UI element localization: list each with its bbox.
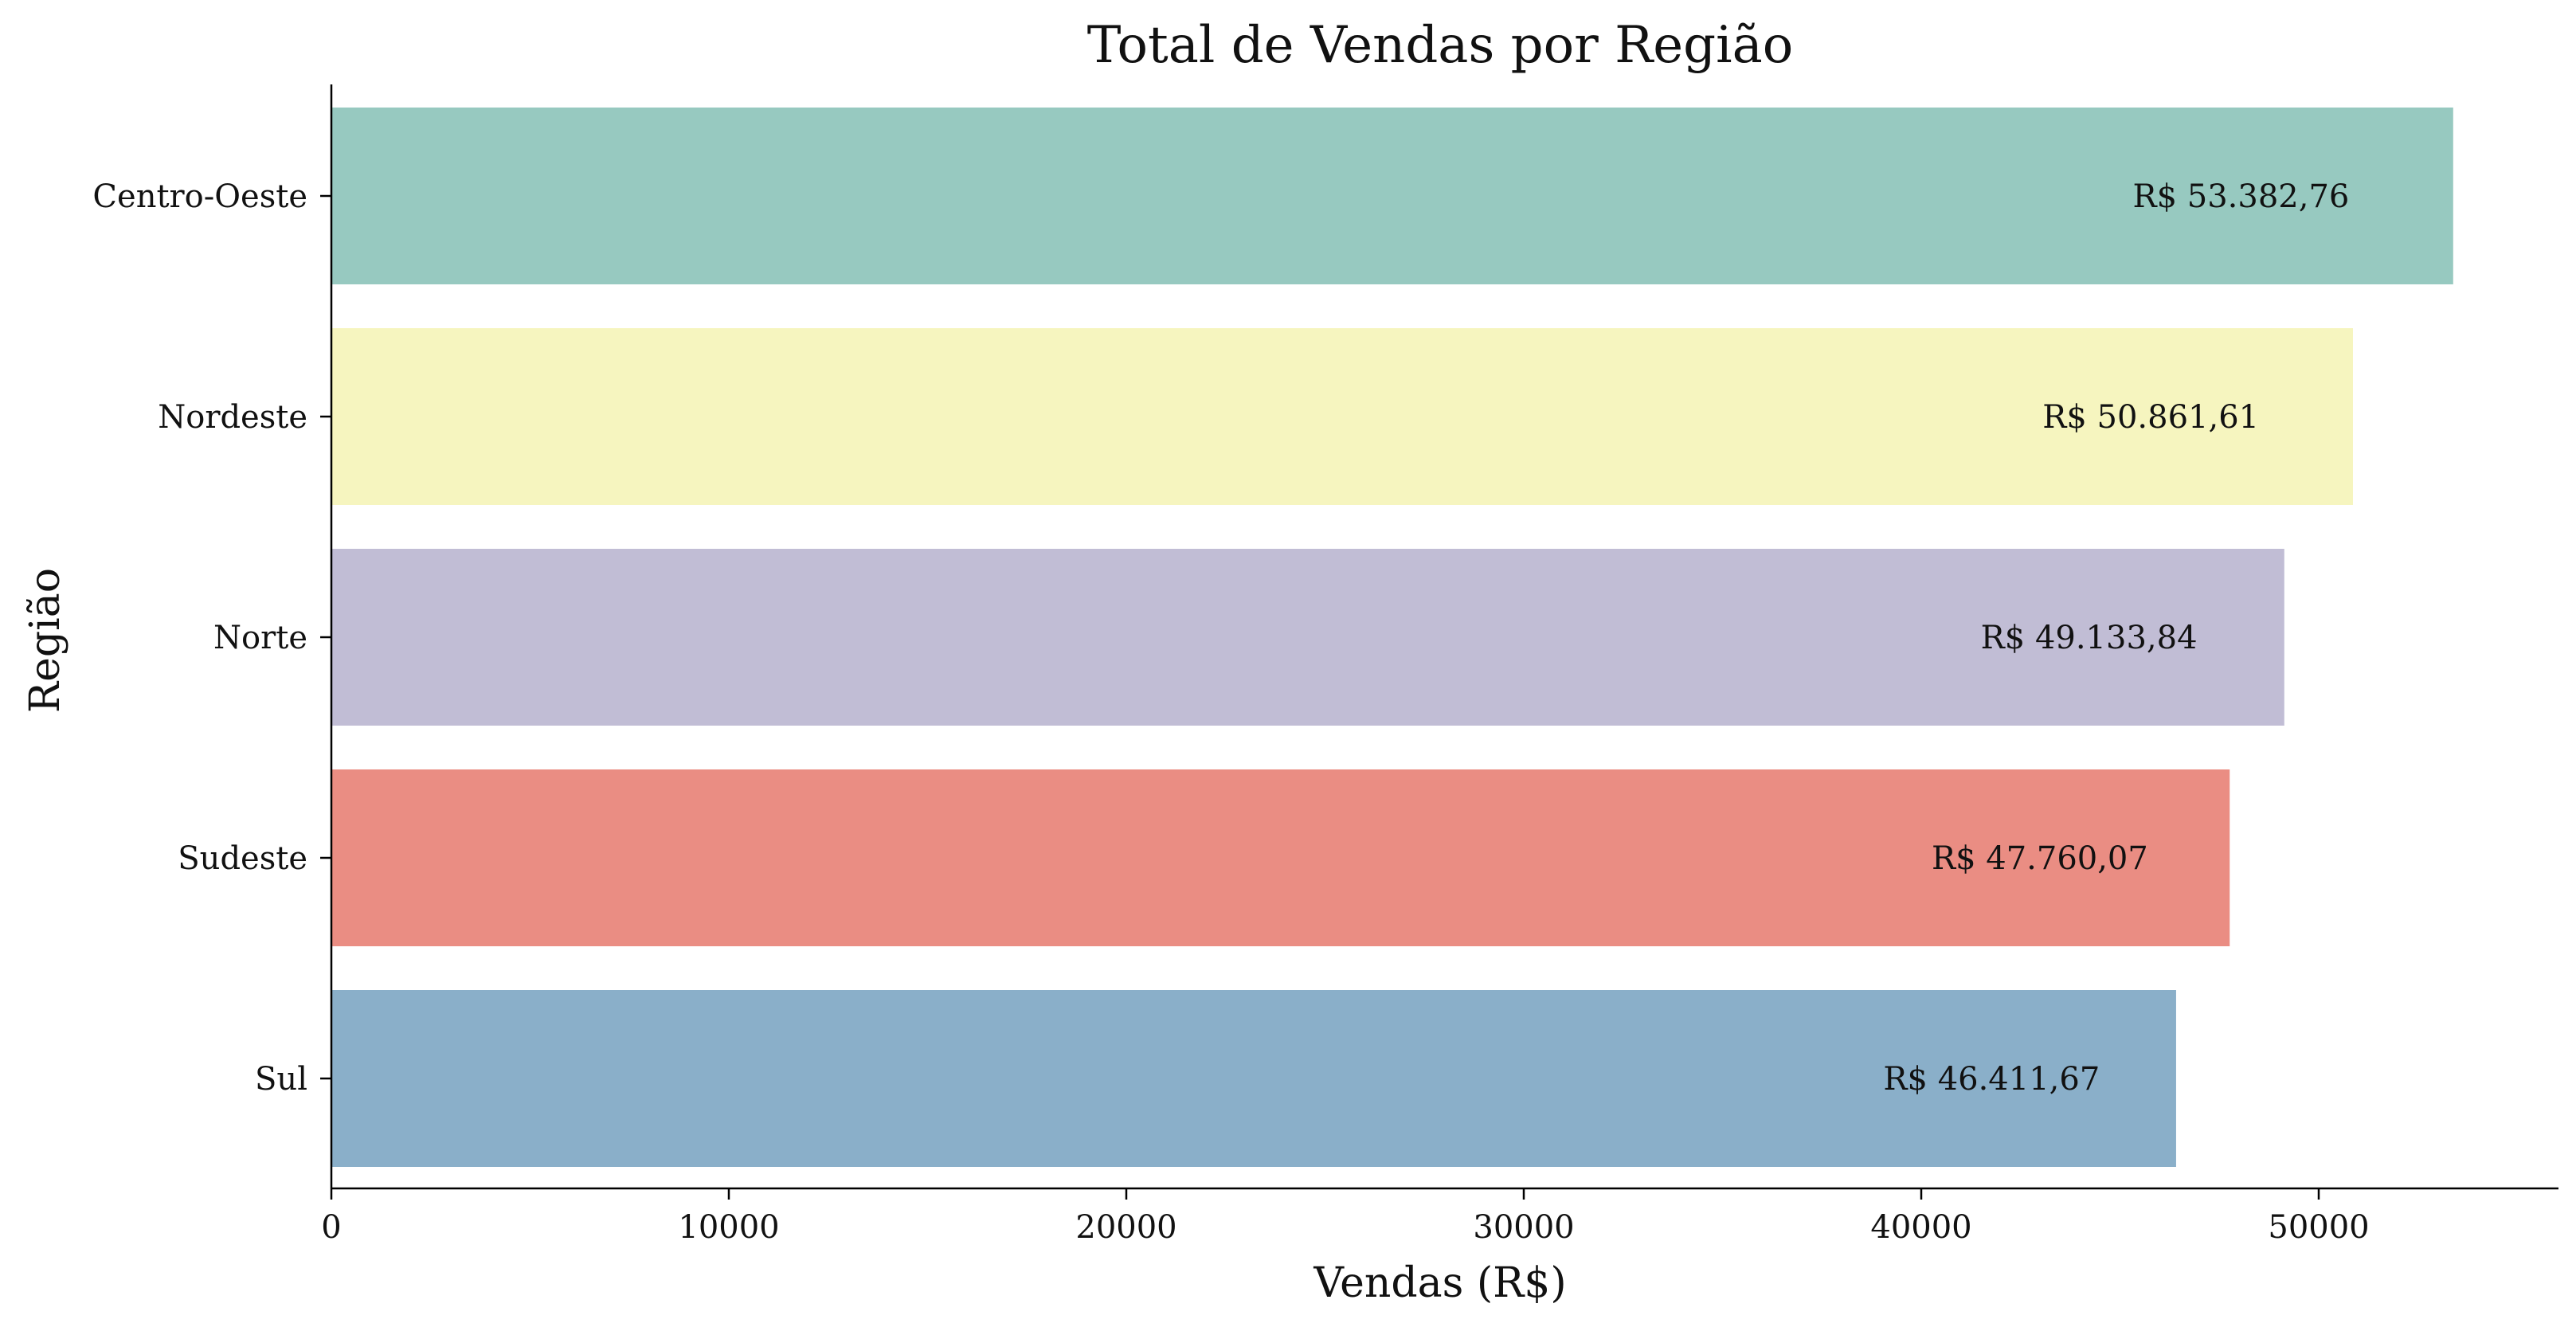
value-label-norte: R$ 49.133,84 bbox=[1981, 620, 2198, 656]
bar-norte bbox=[331, 549, 2284, 726]
x-axis-label: Vendas (R$) bbox=[1313, 1259, 1566, 1307]
bar-centro-oeste bbox=[331, 108, 2453, 284]
y-tick-label-sudeste: Sudeste bbox=[178, 840, 307, 877]
y-tick-label-centro-oeste: Centro-Oeste bbox=[92, 178, 307, 215]
value-label-nordeste: R$ 50.861,61 bbox=[2042, 399, 2259, 436]
x-axis-ticks: 0 10000 20000 30000 40000 50000 bbox=[321, 1188, 2370, 1246]
value-label-sudeste: R$ 47.760,07 bbox=[1932, 840, 2148, 877]
value-label-centro-oeste: R$ 53.382,76 bbox=[2132, 178, 2349, 215]
x-tick-label-40000: 40000 bbox=[1870, 1209, 1971, 1246]
y-tick-label-sul: Sul bbox=[255, 1061, 307, 1098]
bars-group bbox=[331, 108, 2453, 1167]
x-tick-label-20000: 20000 bbox=[1075, 1209, 1176, 1246]
bar-sudeste bbox=[331, 769, 2230, 946]
value-labels-group: R$ 53.382,76 R$ 50.861,61 R$ 49.133,84 R$ 4… bbox=[1883, 178, 2349, 1098]
x-tick-label-0: 0 bbox=[321, 1209, 341, 1246]
x-tick-label-10000: 10000 bbox=[678, 1209, 779, 1246]
bar-sul bbox=[331, 990, 2176, 1167]
y-tick-label-nordeste: Nordeste bbox=[158, 399, 307, 436]
x-tick-label-30000: 30000 bbox=[1473, 1209, 1574, 1246]
y-axis-ticks: Centro-Oeste Nordeste Norte Sudeste Sul bbox=[92, 178, 331, 1098]
y-tick-label-norte: Norte bbox=[213, 620, 307, 656]
value-label-sul: R$ 46.411,67 bbox=[1883, 1061, 2100, 1098]
bar-nordeste bbox=[331, 328, 2353, 505]
chart-title: Total de Vendas por Região bbox=[1087, 16, 1794, 75]
y-axis-label: Região bbox=[22, 568, 69, 713]
x-tick-label-50000: 50000 bbox=[2268, 1209, 2369, 1246]
